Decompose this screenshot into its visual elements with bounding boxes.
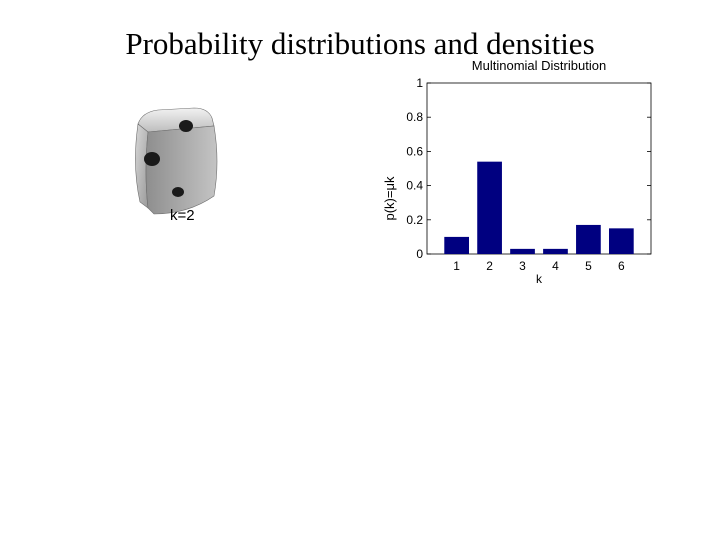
plot-border — [426, 82, 652, 255]
bars — [444, 161, 634, 254]
x-tick-label: 3 — [519, 259, 526, 273]
multinomial-chart: Multinomial Distribution 0 0.2 0.4 0.6 0.8 1 … — [370, 58, 660, 290]
y-tick-label: 0.4 — [406, 179, 423, 193]
die-icon — [128, 102, 228, 224]
y-tick-label: 1 — [416, 76, 423, 90]
y-tick-label: 0.6 — [406, 144, 423, 158]
x-tick-label: 4 — [552, 259, 559, 273]
bar-4 — [543, 248, 568, 254]
bar-5 — [576, 224, 601, 254]
x-axis-label: k — [536, 272, 543, 286]
chart-svg: Multinomial Distribution 00.20.40.60.81 … — [382, 58, 652, 286]
x-tick-label: 2 — [486, 259, 493, 273]
bar-6 — [609, 228, 634, 254]
y-tick-label: 0.8 — [406, 110, 423, 124]
bar-2 — [477, 161, 502, 254]
y-tick-label: 0 — [416, 247, 423, 261]
chart-title: Multinomial Distribution — [472, 58, 606, 73]
y-axis-label: p(k)=μk — [382, 176, 397, 220]
dice-image — [128, 102, 228, 224]
x-tick-label: 5 — [585, 259, 592, 273]
x-tick-label: 1 — [453, 259, 460, 273]
die-value-label: k=2 — [170, 207, 195, 224]
bar-3 — [510, 248, 535, 254]
plot-frame — [426, 82, 652, 255]
bar-1 — [444, 236, 469, 254]
y-axis: 0 0.2 0.4 0.6 0.8 1 — [406, 76, 651, 261]
x-tick-label: 6 — [618, 259, 625, 273]
slide-title: Probability distributions and densities — [125, 26, 595, 61]
y-tick-label: 0.2 — [406, 213, 423, 227]
